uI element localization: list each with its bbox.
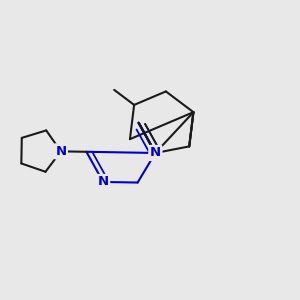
Text: S: S: [151, 146, 160, 160]
Text: N: N: [98, 176, 109, 188]
Text: N: N: [150, 146, 161, 160]
Text: N: N: [55, 145, 66, 158]
